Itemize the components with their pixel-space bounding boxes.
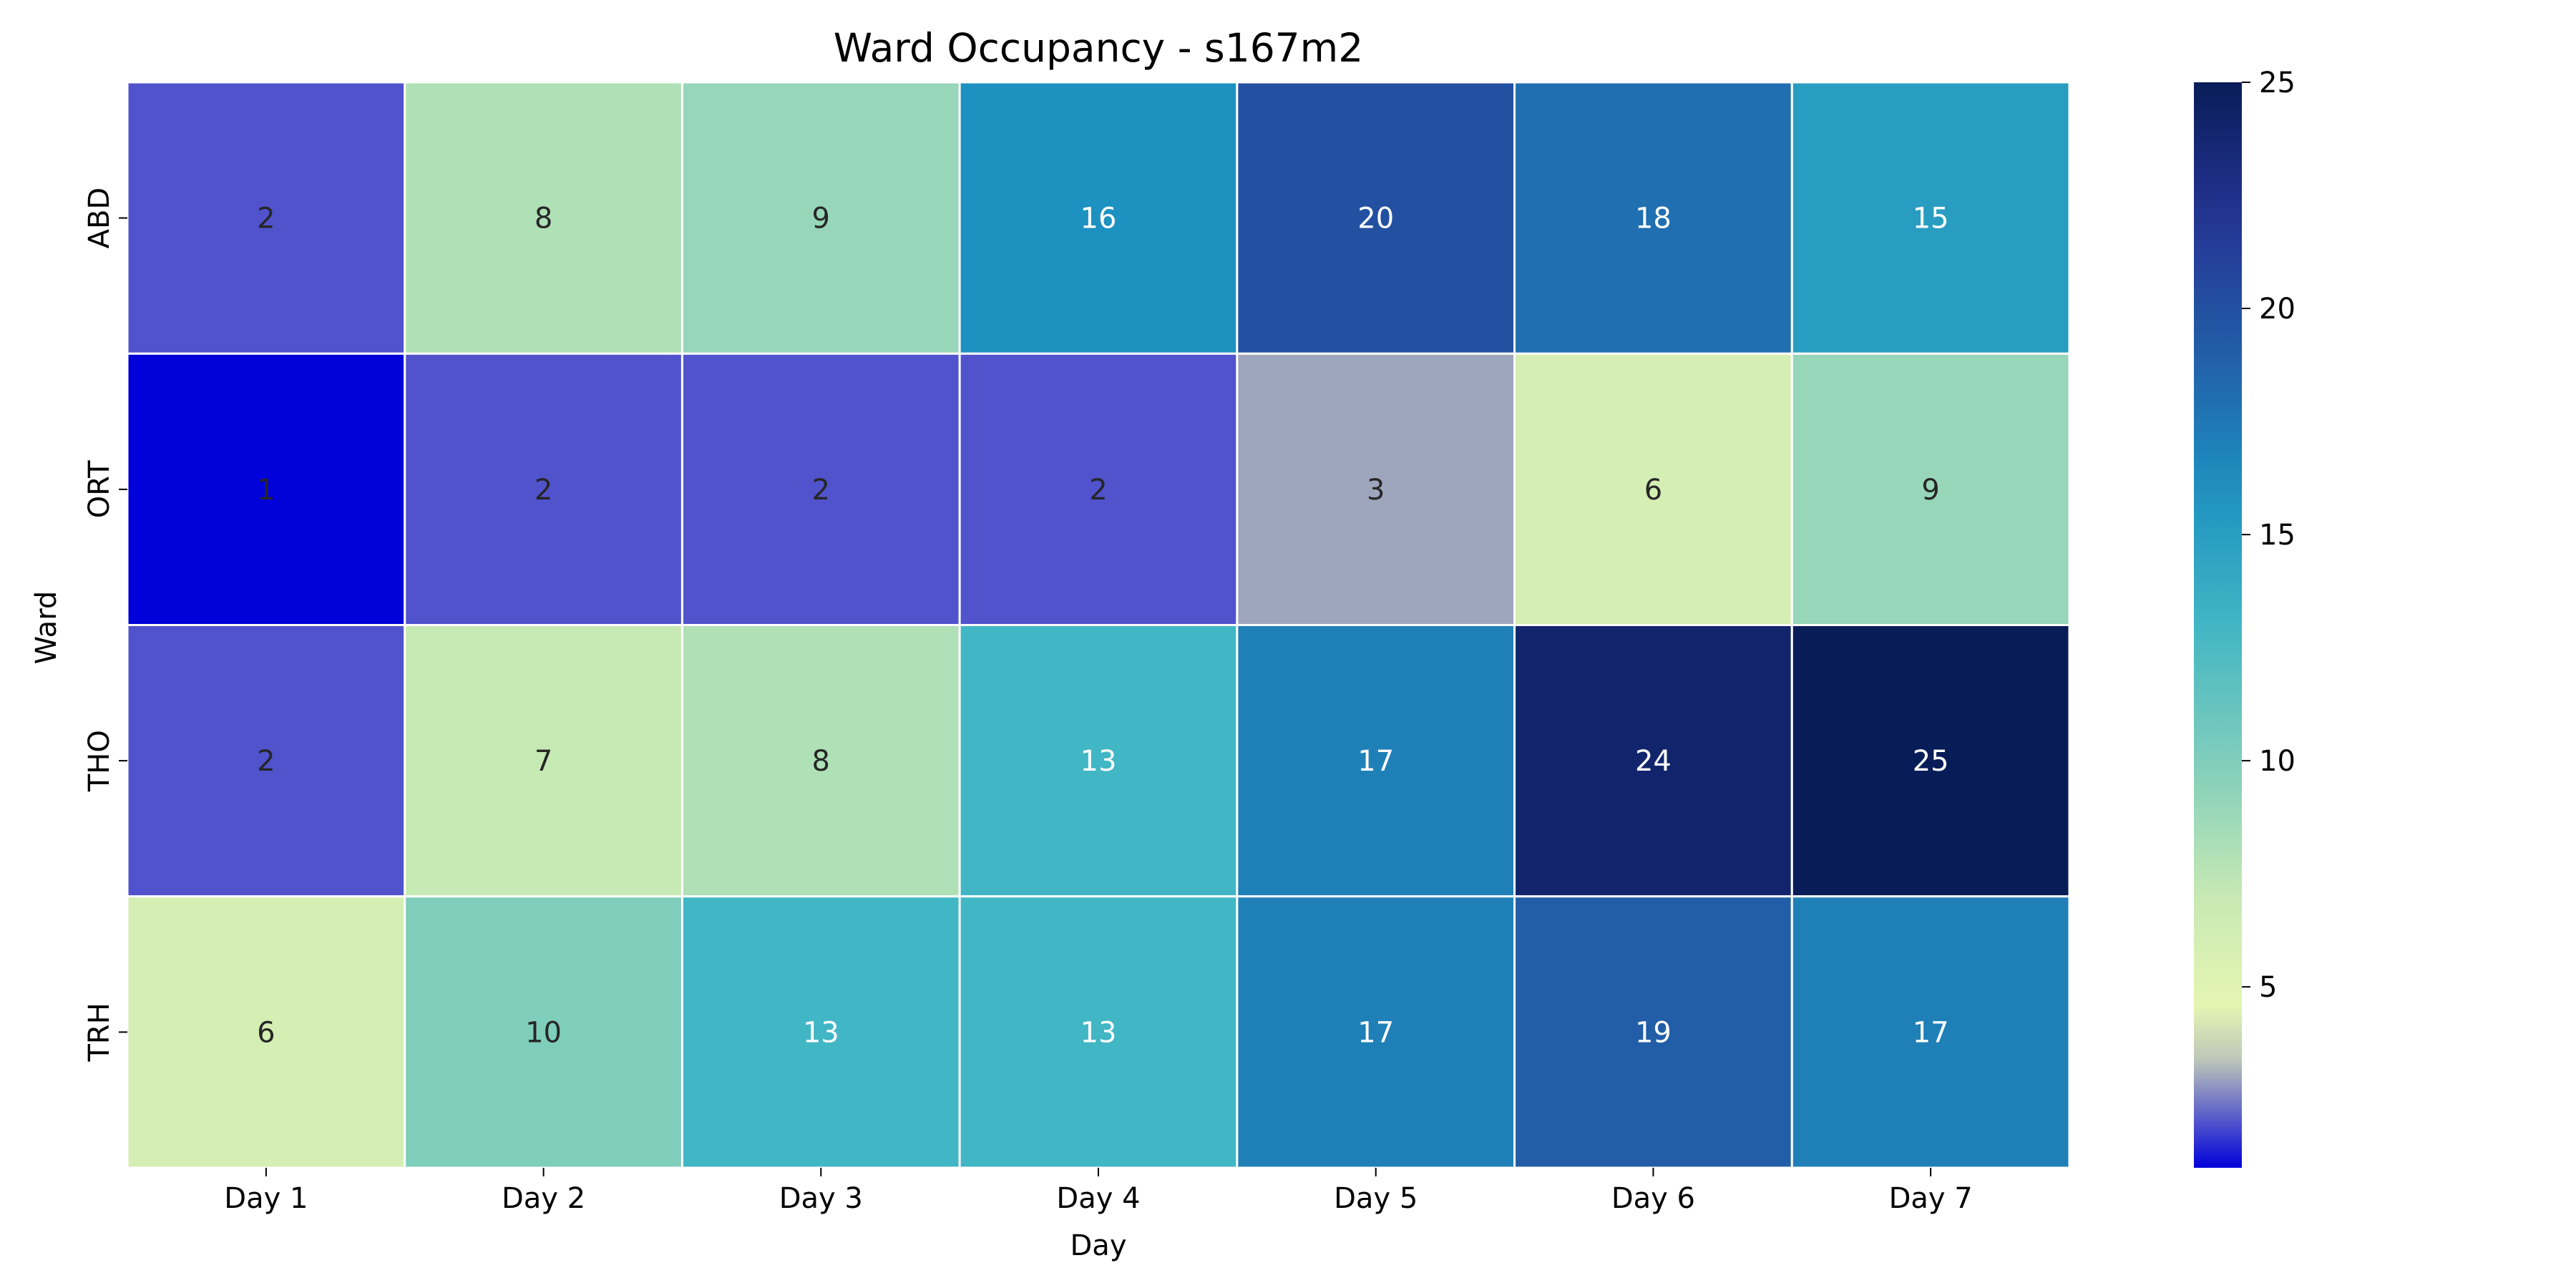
heatmap-cell (1236, 624, 1516, 898)
x-tick-label: Day 6 (1611, 1182, 1695, 1215)
colorbar-tick-label: 20 (2259, 293, 2296, 326)
cell-value-label: 2 (812, 474, 830, 507)
colorbar: 5 10 15 20 25 (2194, 67, 2296, 1168)
cell-value-label: 17 (1913, 1016, 1949, 1049)
heatmap-cell (1790, 352, 2071, 626)
heatmap-cell (126, 895, 406, 1169)
heatmap-cell (1513, 352, 1793, 626)
cell-value-label: 20 (1357, 203, 1394, 235)
colorbar-tick-label: 15 (2259, 519, 2296, 552)
cell-value-label: 1 (257, 474, 275, 507)
y-axis-ticks: ABD ORT THO TRH (83, 187, 127, 1063)
cell-value-label: 10 (525, 1016, 562, 1049)
heatmap-cell (126, 81, 406, 355)
cell-value-label: 13 (1080, 1016, 1117, 1049)
x-tick-label: Day 2 (502, 1182, 585, 1215)
heatmap-cell (958, 624, 1239, 898)
cell-value-label: 6 (1644, 474, 1662, 507)
colorbar-gradient (2194, 82, 2242, 1168)
cell-value-label: 24 (1635, 745, 1672, 778)
heatmap-cell (1790, 624, 2071, 898)
x-tick-label: Day 1 (224, 1182, 308, 1215)
y-tick-label: THO (83, 730, 116, 792)
cell-value-label: 13 (1080, 745, 1117, 778)
cell-value-label: 19 (1635, 1016, 1672, 1049)
cell-value-label: 2 (257, 203, 275, 235)
heatmap-cell (404, 81, 683, 355)
cell-value-label: 2 (1089, 474, 1107, 507)
heatmap-cell (404, 895, 683, 1169)
heatmap-cell (404, 624, 683, 898)
heatmap-cell (1513, 624, 1793, 898)
y-tick-label: ORT (83, 460, 116, 518)
cell-value-label: 13 (803, 1016, 839, 1049)
heatmap-cells: 2 8 9 16 20 18 151 2 2 2 3 6 92 7 8 13 17 24 256 10 13 13 17 19… (126, 81, 2071, 1169)
cell-value-label: 6 (257, 1016, 275, 1049)
cell-value-label: 15 (1913, 203, 1949, 235)
x-axis-label: Day (1070, 1229, 1127, 1262)
cell-value-label: 17 (1357, 1016, 1394, 1049)
cell-value-label: 16 (1080, 203, 1117, 235)
heatmap-cell (958, 895, 1239, 1169)
heatmap-cell (1236, 81, 1516, 355)
heatmap-cell (958, 81, 1239, 355)
heatmap-cell (1513, 895, 1793, 1169)
cell-value-label: 9 (1921, 474, 1939, 507)
heatmap-cell (680, 81, 961, 355)
x-tick-label: Day 7 (1889, 1182, 1973, 1215)
colorbar-tick-label: 5 (2259, 971, 2277, 1004)
chart-title: Ward Occupancy - s167m2 (834, 25, 1364, 71)
x-tick-label: Day 5 (1334, 1182, 1418, 1215)
y-tick-label: TRH (83, 1002, 116, 1062)
heatmap-cell (1236, 352, 1516, 626)
colorbar-tick-label: 10 (2259, 745, 2296, 778)
cell-value-label: 8 (535, 203, 552, 235)
y-tick-label: ABD (83, 187, 116, 249)
heatmap-cell (680, 624, 961, 898)
x-tick-label: Day 4 (1056, 1182, 1140, 1215)
x-tick-label: Day 3 (779, 1182, 863, 1215)
y-axis-label: Ward (30, 591, 63, 665)
heatmap-cell (680, 352, 961, 626)
cell-value-label: 9 (812, 203, 830, 235)
cell-value-label: 3 (1367, 474, 1385, 507)
x-axis-ticks: Day 1 Day 2 Day 3 Day 4 Day 5 Day 6 Day 7 (224, 1168, 1973, 1215)
cell-value-label: 17 (1357, 745, 1394, 778)
heatmap-cell (1513, 81, 1793, 355)
cell-value-label: 7 (535, 745, 552, 778)
heatmap-cell (126, 352, 406, 626)
cell-value-label: 2 (257, 745, 275, 778)
heatmap-cell (126, 624, 406, 898)
cell-value-label: 8 (812, 745, 830, 778)
cell-value-label: 18 (1635, 203, 1672, 235)
heatmap-cell (1790, 895, 2071, 1169)
cell-value-label: 2 (535, 474, 552, 507)
colorbar-tick-label: 25 (2259, 67, 2296, 99)
cell-value-label: 25 (1913, 745, 1949, 778)
